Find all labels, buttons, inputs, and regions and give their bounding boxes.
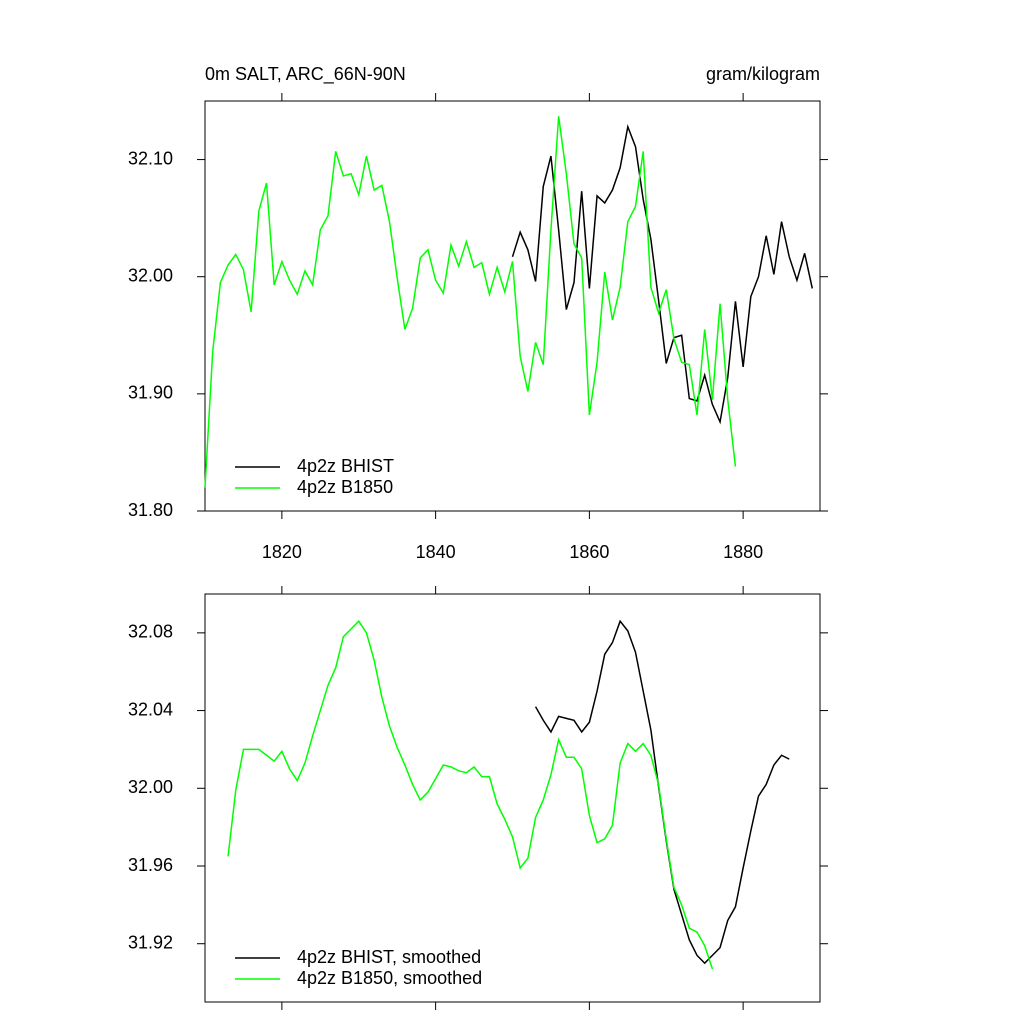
series-line <box>204 116 737 488</box>
series-line <box>511 124 814 425</box>
legend-label: 4p2z B1850 <box>297 477 393 497</box>
y-tick-label: 31.92 <box>128 932 173 952</box>
x-tick-label: 1860 <box>569 542 609 562</box>
plot-frame <box>204 100 821 512</box>
series-line <box>534 619 790 965</box>
y-tick-label: 32.10 <box>128 148 173 168</box>
y-tick-label: 31.80 <box>128 500 173 520</box>
legend-label: 4p2z B1850, smoothed <box>297 968 482 988</box>
y-tick-label: 31.96 <box>128 855 173 875</box>
legend-label: 4p2z BHIST, smoothed <box>297 947 481 967</box>
x-tick-label: 1880 <box>723 542 763 562</box>
y-tick-label: 31.90 <box>128 383 173 403</box>
y-tick-label: 32.08 <box>128 622 173 642</box>
y-tick-label: 32.00 <box>128 265 173 285</box>
plot-frame <box>204 593 821 1003</box>
chart-title: 0m SALT, ARC_66N-90N <box>205 64 406 85</box>
x-tick-label: 1820 <box>262 542 302 562</box>
x-tick-label: 1840 <box>416 542 456 562</box>
series-line <box>227 620 714 970</box>
units-label: gram/kilogram <box>706 64 820 84</box>
y-tick-label: 32.04 <box>128 699 173 719</box>
legend-label: 4p2z BHIST <box>297 456 394 476</box>
y-tick-label: 32.00 <box>128 777 173 797</box>
